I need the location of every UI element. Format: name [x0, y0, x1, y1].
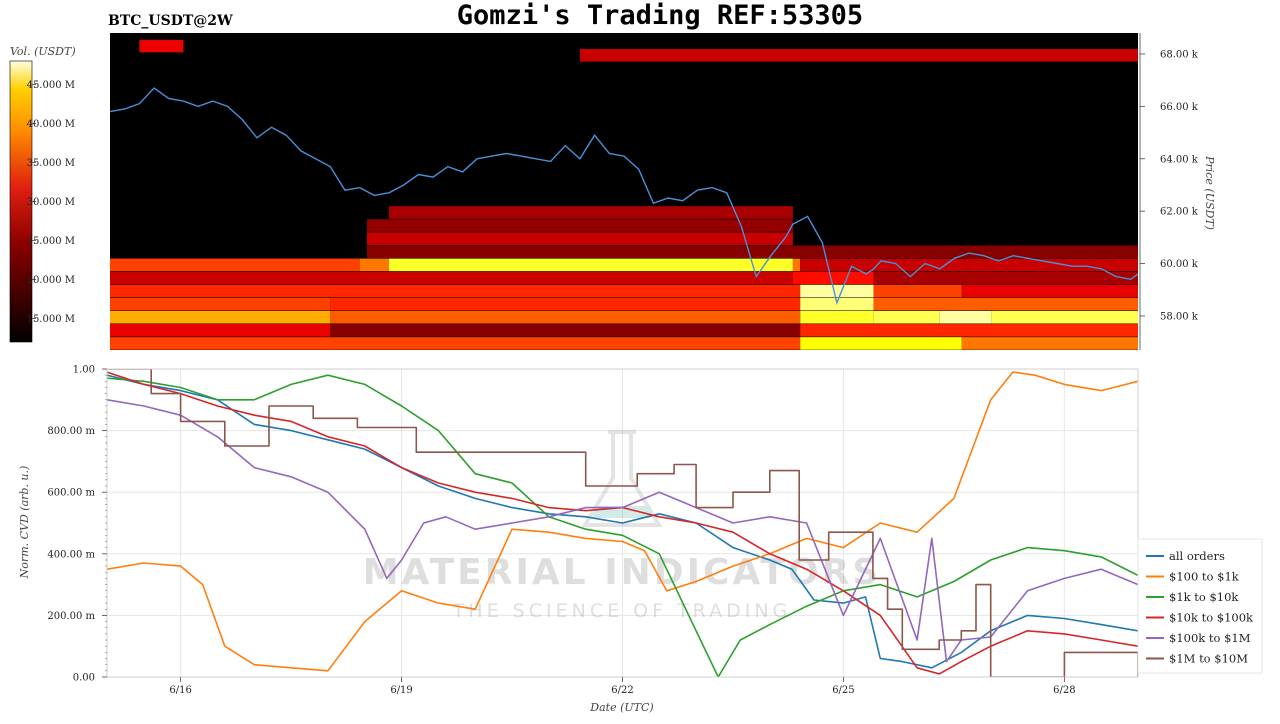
heatmap-cell — [792, 258, 801, 272]
colorbar-tick-label: 25.000 M — [27, 236, 75, 247]
cvd-series-line — [107, 374, 1138, 677]
heatmap-cell — [961, 337, 1138, 350]
cvd-x-axis-title: Date (UTC) — [589, 701, 653, 714]
heatmap-cell — [579, 48, 1138, 62]
heatmap-cell — [792, 271, 874, 285]
heatmap-cell — [367, 219, 793, 232]
heatmap-cell — [359, 258, 390, 272]
colorbar-tick-label: 40.000 M — [27, 119, 75, 130]
legend-box — [1137, 538, 1263, 674]
watermark-line1: MATERIAL INDICATORS — [363, 552, 882, 593]
legend-label: $100k to $1M — [1169, 631, 1251, 645]
x-tick-label: 6/28 — [1053, 685, 1075, 696]
y-tick-label: 1.00 — [73, 365, 95, 376]
heatmap-cell — [991, 310, 1138, 324]
heatmap-cell — [110, 284, 801, 298]
heatmap-cell — [873, 297, 1138, 311]
price-axis: 68.00 k 66.00 k 64.00 k 62.00 k 60.00 k 58.00… — [1139, 33, 1199, 350]
price-tick-label: 64.00 k — [1160, 154, 1199, 165]
page-title: Gomzi's Trading REF:53305 — [457, 0, 863, 31]
heatmap-cell — [367, 232, 793, 245]
cvd-series-line — [107, 374, 1138, 669]
colorbar-tick-label: 30.000 M — [27, 197, 75, 208]
cvd-series-line — [107, 371, 1138, 675]
heatmap-cell — [110, 271, 793, 285]
x-tick-label: 6/25 — [832, 685, 854, 696]
x-tick-label: 6/19 — [390, 685, 412, 696]
heatmap-cell — [110, 324, 331, 337]
price-tick-label: 60.00 k — [1160, 259, 1199, 270]
legend: all orders $100 to $1k $1k to $10k $10k to … — [1146, 549, 1254, 666]
y-tick-label: 600.00 m — [47, 488, 95, 499]
cvd-y-axis: 0.00 200.00 m 400.00 m 600.00 m 800.00 m 1.00 — [47, 365, 107, 684]
heatmap-cell — [139, 39, 184, 53]
cvd-series-line — [107, 369, 1138, 677]
x-tick-label: 6/22 — [611, 685, 633, 696]
colorbar-tick-label: 15.000 M — [27, 314, 75, 325]
heatmap-cell — [800, 310, 874, 324]
price-tick-label: 66.00 k — [1160, 102, 1199, 113]
heatmap-cell — [110, 297, 331, 311]
price-tick-label: 58.00 k — [1160, 311, 1199, 322]
legend-label: $1M to $10M — [1169, 652, 1248, 666]
cvd-y-axis-title: Norm. CVD (arb. u.) — [18, 466, 31, 580]
cvd-lines — [107, 369, 1138, 677]
heatmap-cell — [330, 324, 801, 337]
heatmap-cell — [800, 284, 874, 298]
price-line — [110, 87, 1138, 306]
heatmap-bands — [110, 39, 1138, 350]
legend-label: all orders — [1169, 549, 1225, 563]
cvd-series-line — [107, 371, 1138, 672]
heatmap-cell — [800, 324, 1138, 337]
price-line-layer — [110, 87, 1138, 306]
heatmap-cell — [367, 245, 1138, 259]
colorbar-tick-label: 35.000 M — [27, 158, 75, 169]
colorbar-tick-label: 20.000 M — [27, 275, 75, 286]
price-tick-label: 62.00 k — [1160, 207, 1199, 218]
price-tick-label: 68.00 k — [1160, 49, 1199, 60]
y-tick-label: 0.00 — [73, 673, 95, 684]
heatmap-cell — [110, 258, 360, 272]
heatmap-cell — [873, 310, 940, 324]
heatmap-cell — [110, 310, 331, 324]
cvd-x-axis: 6/16 6/19 6/22 6/25 6/28 — [169, 677, 1076, 696]
y-tick-label: 400.00 m — [47, 549, 95, 560]
heatmap-cell — [389, 258, 793, 272]
heatmap-cell — [961, 284, 1138, 298]
price-axis-title: Price (USDT) — [1203, 155, 1216, 230]
y-tick-label: 800.00 m — [47, 426, 95, 437]
heatmap-cell — [330, 297, 801, 311]
colorbar-ticks: 45.000 M 40.000 M 35.000 M 30.000 M 25.000 M… — [27, 80, 75, 325]
heatmap-cell — [873, 284, 962, 298]
watermark-line2: THE SCIENCE OF TRADING — [452, 600, 792, 622]
symbol-label: BTC_USDT@2W — [108, 13, 233, 29]
colorbar-label: Vol. (USDT) — [10, 45, 76, 58]
watermark: MATERIAL INDICATORS THE SCIENCE OF TRADI… — [363, 430, 882, 622]
heatmap-cell — [939, 310, 992, 324]
y-tick-label: 200.00 m — [47, 611, 95, 622]
legend-label: $1k to $10k — [1169, 590, 1239, 604]
legend-label: $10k to $100k — [1169, 611, 1254, 625]
legend-label: $100 to $1k — [1169, 570, 1240, 584]
heatmap-cell — [389, 206, 793, 219]
heatmap-cell — [800, 337, 962, 350]
heatmap-cell — [330, 310, 801, 324]
heatmap-cell — [110, 337, 801, 350]
colorbar-tick-label: 45.000 M — [27, 80, 75, 91]
heatmap-cell — [873, 271, 1138, 285]
cvd-series-line — [107, 399, 1138, 663]
x-tick-label: 6/16 — [169, 685, 191, 696]
